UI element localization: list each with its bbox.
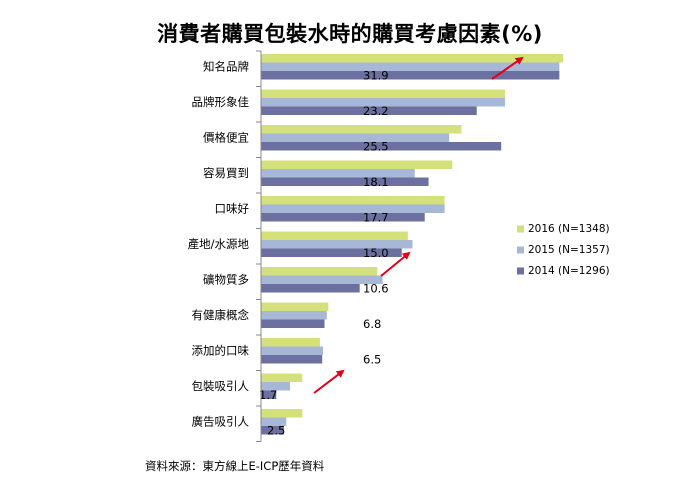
bar [261, 390, 277, 399]
bar [261, 267, 378, 276]
bar [261, 213, 425, 222]
data-label: 25.5 [363, 139, 389, 153]
category-label: 價格便宜 [203, 130, 249, 144]
bar [261, 409, 303, 418]
labels-group: 知名品牌 31.9 品牌形象佳 23.2 價格便宜 25.5 容易買到 18.1 口味好 17.7… [188, 59, 389, 437]
trend-arrow [313, 369, 345, 394]
bar [261, 338, 320, 347]
chart-title: 消費者購買包裝水時的購買考慮因素(%) [157, 22, 543, 46]
legend-label: 2015 (N=1357) [528, 244, 610, 256]
category-label: 容易買到 [203, 166, 249, 180]
annotation-arrows [313, 56, 524, 394]
data-label: 17.7 [363, 210, 389, 224]
bar [261, 248, 402, 257]
bar [261, 373, 303, 382]
bar [261, 125, 462, 134]
bar [261, 382, 291, 391]
data-label: 2.5 [267, 423, 285, 437]
bar [261, 426, 284, 435]
trend-arrow [380, 251, 411, 277]
axis-group [256, 50, 262, 442]
data-label: 10.6 [363, 281, 389, 295]
bar [261, 71, 560, 80]
data-label: 23.2 [363, 104, 389, 118]
bar [261, 106, 477, 115]
category-label: 產地/水源地 [188, 237, 250, 251]
bar [261, 275, 383, 284]
category-label: 有健康概念 [192, 308, 250, 322]
bar [261, 204, 445, 213]
data-label: 18.1 [363, 175, 389, 189]
bar [261, 54, 564, 63]
bar [261, 169, 415, 178]
bar [261, 284, 360, 293]
bar [261, 196, 445, 205]
data-label: 6.8 [363, 317, 381, 331]
data-label: 31.9 [363, 68, 389, 82]
bars-group [261, 54, 564, 435]
bar [261, 311, 327, 320]
source-note: 資料來源：東方線上E-ICP歷年資料 [145, 459, 325, 473]
bar [261, 319, 325, 328]
bar [261, 160, 453, 169]
bar [261, 346, 323, 355]
data-label: 6.5 [363, 352, 381, 366]
bar [261, 240, 413, 249]
bar [261, 89, 506, 98]
legend-label: 2014 (N=1296) [528, 265, 610, 277]
trend-arrow [491, 56, 524, 80]
legend-swatch [517, 246, 524, 254]
data-label: 1.7 [259, 388, 277, 402]
category-label: 包裝吸引人 [192, 379, 250, 393]
category-label: 品牌形象佳 [192, 95, 250, 109]
legend-swatch [517, 267, 524, 275]
bar [261, 355, 323, 364]
bar [261, 62, 560, 71]
category-label: 口味好 [215, 201, 250, 215]
bar [261, 302, 329, 311]
bar [261, 98, 506, 107]
bar [261, 133, 450, 142]
category-label: 礦物質多 [203, 272, 249, 286]
legend-label: 2016 (N=1348) [528, 223, 610, 235]
bar [261, 177, 429, 186]
category-label: 添加的口味 [192, 343, 250, 357]
legend: 2016 (N=1348) 2015 (N=1357) 2014 (N=1296) [517, 223, 610, 277]
bar [261, 142, 502, 151]
bar [261, 231, 408, 240]
category-label: 廣告吸引人 [192, 414, 250, 428]
category-label: 知名品牌 [203, 59, 249, 73]
bar [261, 417, 287, 426]
legend-swatch [517, 225, 524, 233]
data-label: 15.0 [363, 246, 389, 260]
